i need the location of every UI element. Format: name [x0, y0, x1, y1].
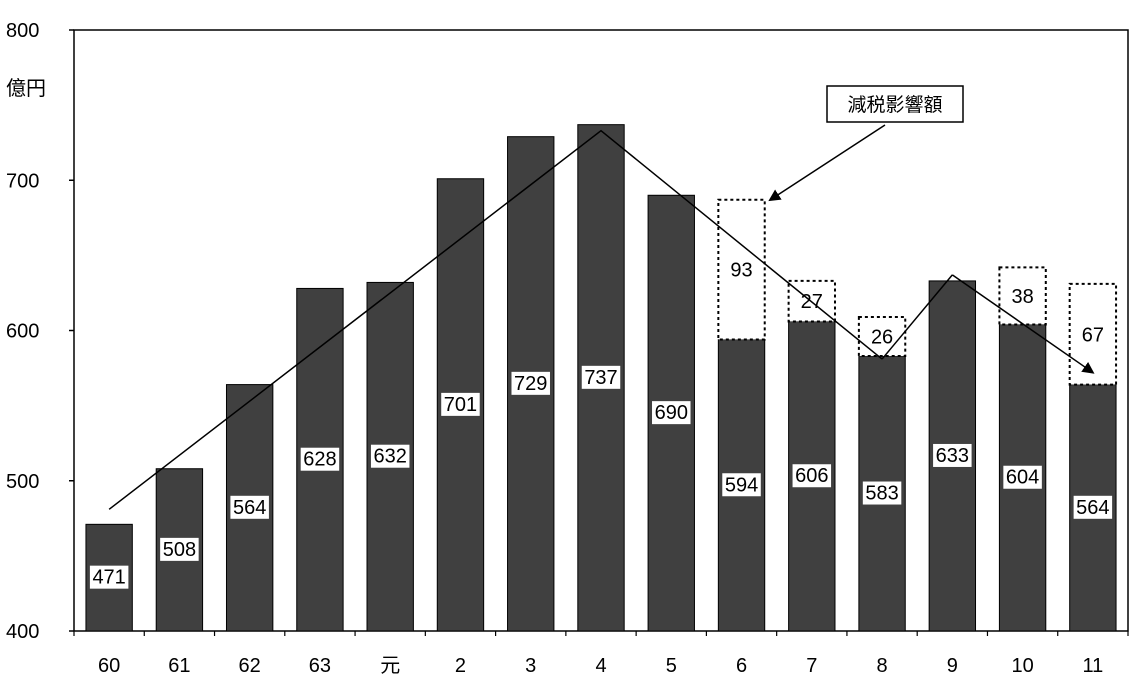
- tax-reduction-label: 67: [1082, 324, 1104, 346]
- x-tick-label: 4: [595, 655, 606, 677]
- bar-value-label-bg: [89, 565, 129, 589]
- annotation-box: [826, 85, 964, 123]
- bar-value-label-bg: [230, 495, 269, 519]
- bar-value-label: 508: [163, 539, 196, 561]
- bar-value-label-bg: [1003, 465, 1042, 489]
- bar-value-labels: 471 508 564 628 632 701 729 737 690 594 606 583 633 6…: [89, 365, 1113, 589]
- tax-reduction-bars: [717, 198, 1118, 386]
- bar-value-label-bg: [370, 444, 410, 468]
- x-tick-label: 61: [168, 655, 190, 677]
- bar-value-label-bg: [933, 443, 972, 467]
- x-tick-label: 8: [877, 655, 888, 677]
- bar-value-label-bg: [862, 481, 902, 505]
- x-tick-label: 3: [525, 655, 536, 677]
- annotation-arrow: [768, 124, 886, 202]
- bar-value-label: 564: [233, 497, 266, 519]
- bar-value-label: 604: [1006, 467, 1039, 489]
- x-tick-label: 60: [98, 655, 120, 677]
- bar-value-label: 564: [1076, 497, 1109, 519]
- bar-value-label-bg: [792, 464, 832, 488]
- bar-value-label-bg: [652, 401, 691, 425]
- tax-reduction-label: 26: [871, 327, 893, 349]
- x-tick-label: 11: [1082, 655, 1103, 677]
- bar-value-label: 690: [655, 402, 688, 424]
- bar-value-label: 471: [92, 567, 125, 589]
- annotation: 減税影響額: [768, 85, 964, 202]
- y-axis-unit: 億円: [6, 76, 46, 100]
- tax-reduction-bar: [857, 315, 907, 358]
- tax-reduction-label: 38: [1011, 286, 1033, 308]
- bar-value-label-bg: [511, 371, 550, 395]
- trend-arrow: [951, 274, 1095, 374]
- y-tick-label: 400: [6, 621, 39, 643]
- bar-value-label-bg: [722, 473, 761, 497]
- trend-lines: [108, 129, 1095, 510]
- y-tick-label: 600: [6, 321, 39, 343]
- bar-value-label: 594: [725, 474, 758, 496]
- bar-value-label-bg: [581, 365, 621, 389]
- bar-value-label: 633: [936, 445, 969, 467]
- y-tick-label: 500: [6, 471, 39, 493]
- bar-value-label: 729: [514, 373, 547, 395]
- bar-value-label-bg: [441, 392, 480, 416]
- y-tick-label: 800: [6, 20, 39, 42]
- x-tick-label: 62: [239, 655, 261, 677]
- x-tick-label: 10: [1011, 655, 1033, 677]
- bar-value-label-bg: [300, 447, 340, 471]
- bar-value-label: 737: [584, 367, 617, 389]
- bar-value-label-bg: [160, 537, 199, 561]
- y-axis-ticks: 400 500 600 700 800: [6, 20, 74, 643]
- bar-value-label: 606: [795, 465, 828, 487]
- x-tick-label: 9: [947, 655, 958, 677]
- tax-reduction-bar: [717, 198, 766, 341]
- y-tick-label: 700: [6, 170, 39, 192]
- bar-value-label: 632: [374, 446, 407, 468]
- annotation-label: 減税影響額: [847, 94, 942, 116]
- x-tick-label: 元: [380, 655, 400, 677]
- trend-line: [881, 274, 953, 360]
- x-tick-label: 5: [666, 655, 677, 677]
- x-axis-ticks: 60 61 62 63 元 2 3 4 5 6 7 8 9 10 11: [73, 631, 1129, 677]
- trend-line: [108, 129, 883, 510]
- tax-reduction-label: 93: [730, 260, 752, 282]
- x-tick-label: 63: [309, 655, 331, 677]
- bar-value-label: 583: [865, 483, 898, 505]
- x-tick-label: 2: [455, 655, 466, 677]
- bar-value-label: 628: [303, 449, 336, 471]
- bar-value-label: 701: [444, 394, 477, 416]
- x-tick-label: 6: [736, 655, 747, 677]
- x-tick-label: 7: [806, 655, 817, 677]
- bar-value-label-bg: [1073, 495, 1113, 519]
